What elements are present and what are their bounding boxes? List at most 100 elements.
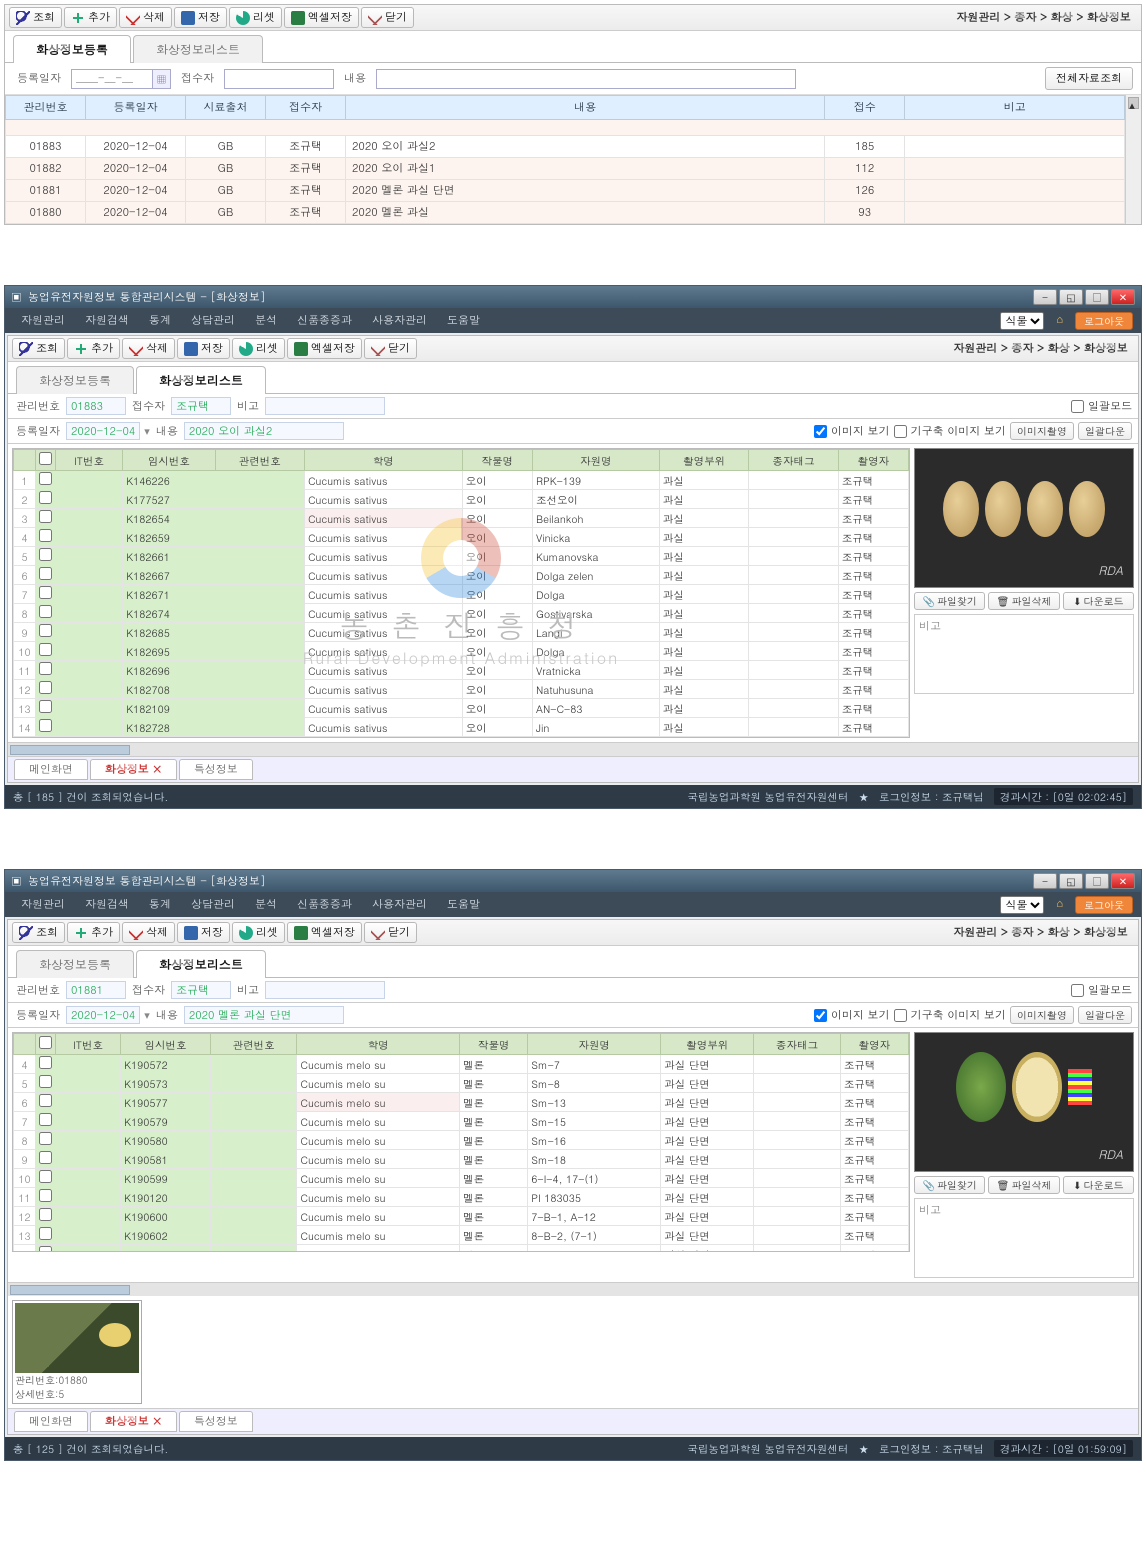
close-icon xyxy=(368,11,382,25)
image-preview-2[interactable]: RDA xyxy=(914,448,1134,588)
receiver-value[interactable]: 조규택 xyxy=(171,397,231,415)
data-row[interactable]: 5 K190573 Cucumis melo su 멜론 Sm-8 과실 단면 … xyxy=(14,1074,909,1093)
menu-user[interactable]: 사용자관리 xyxy=(364,311,435,330)
filter-row-2: 관리번호01883 접수자조규택 비고 일괄모드 xyxy=(8,394,1138,419)
grid-row[interactable]: 018822020-12-04GB조규택 2020 오이 과실1112 xyxy=(6,158,1125,180)
menu-bar: 자원관리 자원검색 통계 상담관리 분석 신품종증과 사용자관리 도움말 식물 … xyxy=(5,308,1141,333)
menu-search[interactable]: 자원검색 xyxy=(77,311,137,330)
data-row[interactable]: 8 K190580 Cucumis melo su 멜론 Sm-16 과실 단면… xyxy=(14,1131,909,1150)
close-button-2[interactable]: 닫기 xyxy=(364,338,417,359)
batch-download-button[interactable]: 일괄다운 xyxy=(1078,422,1132,440)
plant-select[interactable]: 식물 xyxy=(1000,312,1044,330)
data-row[interactable]: 14 K182728 Cucumis sativus 오이 Jin 과실 조규택 xyxy=(14,718,909,737)
data-row[interactable]: 1 K146226 Cucumis sativus 오이 RPK-139 과실 … xyxy=(14,471,909,490)
reset-button-2[interactable]: 리셋 xyxy=(232,338,285,359)
regdate-label: 등록일자 xyxy=(13,71,65,86)
data-row[interactable]: 7 K182671 Cucumis sativus 오이 Dolga 과실 조규… xyxy=(14,585,909,604)
capture-button[interactable]: 이미지촬영 xyxy=(1010,422,1074,440)
regdate-input[interactable]: ▦ xyxy=(71,69,171,89)
excel-button[interactable]: 엑셀저장 xyxy=(284,7,359,28)
logout-button[interactable]: 로그아웃 xyxy=(1075,312,1133,330)
mgmt-value[interactable]: 01883 xyxy=(66,397,126,415)
data-row[interactable]: 10 K182695 Cucumis sativus 오이 Dolga 과실 조… xyxy=(14,642,909,661)
data-row[interactable]: 6 K182667 Cucumis sativus 오이 Dolga zelen… xyxy=(14,566,909,585)
data-row[interactable]: 12 K190600 Cucumis melo su 멜론 7-B-1, A-1… xyxy=(14,1207,909,1226)
data-row[interactable]: 14 K190609 Cucumis melo su 멜론 14-C-1 과실 … xyxy=(14,1245,909,1253)
menu-stats[interactable]: 통계 xyxy=(141,311,179,330)
search-button[interactable]: 조회 xyxy=(9,7,62,28)
status-center: 국립농업과학원 농업유전자원센터 xyxy=(687,789,848,804)
minimize-icon[interactable]: – xyxy=(1033,289,1057,305)
tab-bar: 화상정보등록 화상정보리스트 xyxy=(5,31,1141,63)
menu-variety[interactable]: 신품종증과 xyxy=(289,311,360,330)
data-row[interactable]: 8 K182674 Cucumis sativus 오이 Gostivarska… xyxy=(14,604,909,623)
search-button-2[interactable]: 조회 xyxy=(12,338,65,359)
data-row[interactable]: 11 K182696 Cucumis sativus 오이 Vratnicka … xyxy=(14,661,909,680)
receiver-input[interactable] xyxy=(224,69,334,89)
delete-button[interactable]: 삭제 xyxy=(119,7,172,28)
excel-button-2[interactable]: 엑셀저장 xyxy=(287,338,362,359)
data-row[interactable]: 9 K190581 Cucumis melo su 멜론 Sm-18 과실 단면… xyxy=(14,1150,909,1169)
thumbnail-card[interactable]: 관리번호:01880 상세번호:5 xyxy=(12,1300,142,1404)
search-icon xyxy=(16,11,30,25)
close-button[interactable]: 닫기 xyxy=(361,7,414,28)
restore-icon[interactable]: ◱ xyxy=(1059,289,1083,305)
menu-consult[interactable]: 상담관리 xyxy=(183,311,243,330)
bottab-spec[interactable]: 특성정보 xyxy=(179,759,253,780)
download-button[interactable]: ⬇ 다운로드 xyxy=(1063,592,1134,610)
data-row[interactable]: 15 K182740 Cucumis sativus 오이 Sakata 과실 … xyxy=(14,737,909,739)
file-open-button[interactable]: 📎 파일찾기 xyxy=(914,592,985,610)
data-row[interactable]: 13 K182109 Cucumis sativus 오이 AN-C-83 과실… xyxy=(14,699,909,718)
data-row[interactable]: 3 K182654 Cucumis sativus 오이 Beilankoh 과… xyxy=(14,509,909,528)
grid-row-blank[interactable] xyxy=(6,120,1125,136)
top-grid: 관리번호 등록일자 시료출처 접수자 내용 접수 비고 018832020-12… xyxy=(5,95,1125,224)
content-label: 내용 xyxy=(340,71,370,86)
receiver-label: 접수자 xyxy=(177,71,218,86)
status-time: 경과시간 : [0일 02:02:45] xyxy=(994,788,1133,805)
data-row[interactable]: 10 K190599 Cucumis melo su 멜론 6-I-4, 17-… xyxy=(14,1169,909,1188)
data-row[interactable]: 11 K190120 Cucumis melo su 멜론 PI 183035 … xyxy=(14,1188,909,1207)
grid-row[interactable]: 018812020-12-04GB조규택 2020 멜론 과실 단면126 xyxy=(6,180,1125,202)
save-button-2[interactable]: 저장 xyxy=(177,338,230,359)
home-icon[interactable]: ⌂ xyxy=(1048,311,1071,330)
tab-list[interactable]: 화상정보리스트 xyxy=(133,35,263,63)
remark-value[interactable] xyxy=(265,397,385,415)
data-row[interactable]: 2 K177527 Cucumis sativus 오이 조선오이 과실 조규택 xyxy=(14,490,909,509)
grid-row[interactable]: 018832020-12-04GB조규택 2020 오이 과실2185 xyxy=(6,136,1125,158)
data-row[interactable]: 5 K182661 Cucumis sativus 오이 Kumanovska … xyxy=(14,547,909,566)
maximize-icon[interactable]: □ xyxy=(1085,289,1109,305)
file-delete-button[interactable]: 🗑 파일삭제 xyxy=(988,592,1059,610)
tab-register-2[interactable]: 화상정보등록 xyxy=(16,366,134,394)
bottab-image[interactable]: 화상정보 × xyxy=(90,759,177,780)
add-button[interactable]: 추가 xyxy=(64,7,117,28)
struct-image-check[interactable] xyxy=(894,425,907,438)
bottab-main[interactable]: 메인화면 xyxy=(14,759,88,780)
data-row[interactable]: 4 K182659 Cucumis sativus 오이 Vinicka 과실 … xyxy=(14,528,909,547)
data-row[interactable]: 13 K190602 Cucumis melo su 멜론 8-B-2, (7-… xyxy=(14,1226,909,1245)
data-row[interactable]: 7 K190579 Cucumis melo su 멜론 Sm-15 과실 단면… xyxy=(14,1112,909,1131)
data-row[interactable]: 6 K190577 Cucumis melo su 멜론 Sm-13 과실 단면… xyxy=(14,1093,909,1112)
grid-row[interactable]: 018802020-12-04GB조규택 2020 멜론 과실93 xyxy=(6,202,1125,224)
horizontal-scrollbar[interactable] xyxy=(8,742,1138,756)
save-button[interactable]: 저장 xyxy=(174,7,227,28)
menu-resource[interactable]: 자원관리 xyxy=(13,311,73,330)
data-row[interactable]: 4 K190572 Cucumis melo su 멜론 Sm-7 과실 단면 … xyxy=(14,1055,909,1074)
delete-button-2[interactable]: 삭제 xyxy=(122,338,175,359)
reset-button[interactable]: 리셋 xyxy=(229,7,282,28)
tab-list-2[interactable]: 화상정보리스트 xyxy=(136,366,266,394)
calendar-icon[interactable]: ▦ xyxy=(152,70,170,88)
menu-analysis[interactable]: 분석 xyxy=(247,311,285,330)
menu-help[interactable]: 도움말 xyxy=(439,311,488,330)
add-button-2[interactable]: 추가 xyxy=(67,338,120,359)
content-input[interactable] xyxy=(376,69,796,89)
vertical-scrollbar[interactable]: ▴ xyxy=(1125,95,1141,224)
data-row[interactable]: 9 K182685 Cucumis sativus 오이 Langi 과실 조규… xyxy=(14,623,909,642)
image-view-check[interactable] xyxy=(814,425,827,438)
image-preview-3[interactable]: RDA xyxy=(914,1032,1134,1172)
batch-mode-check[interactable] xyxy=(1071,400,1084,413)
window-close-icon[interactable]: ✕ xyxy=(1111,289,1135,305)
search-all-button[interactable]: 전체자료조회 xyxy=(1045,67,1133,90)
memo-box[interactable]: 비고 xyxy=(914,614,1134,694)
tab-register[interactable]: 화상정보등록 xyxy=(13,35,131,63)
data-row[interactable]: 12 K182708 Cucumis sativus 오이 Natuhusuna… xyxy=(14,680,909,699)
